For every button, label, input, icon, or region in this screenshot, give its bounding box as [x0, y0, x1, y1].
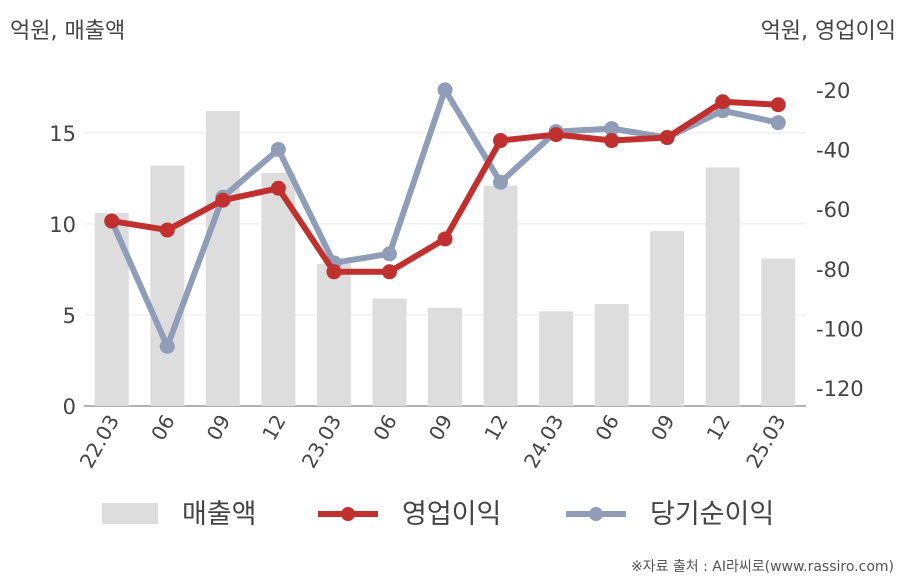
bar	[372, 298, 407, 406]
legend-label-revenue: 매출액	[182, 499, 257, 530]
x-tick-label: 12	[257, 411, 291, 445]
right-axis-label: 억원, 영업이익	[761, 19, 896, 44]
net-income-point	[381, 246, 397, 262]
operating-profit-point	[770, 97, 786, 113]
legend-marker-operating-profit	[341, 507, 355, 521]
operating-profit-point	[326, 264, 342, 280]
left-tick-label: 5	[63, 304, 76, 328]
operating-profit-point	[493, 133, 509, 149]
operating-profit-point	[548, 127, 564, 143]
x-tick-label: 09	[424, 411, 458, 445]
x-tick-label: 23.03	[297, 411, 346, 473]
x-tick-label: 09	[646, 411, 680, 445]
legend-marker-net-income	[589, 507, 603, 521]
left-axis-label: 억원, 매출액	[10, 19, 125, 44]
operating-profit-point	[437, 231, 453, 247]
x-tick-label: 12	[479, 411, 513, 445]
x-tick-label: 06	[146, 411, 180, 445]
x-tick-label: 09	[202, 411, 236, 445]
bar	[539, 311, 574, 406]
right-axis-ticks: -20 -40 -60 -80 -100 -120	[816, 79, 864, 401]
left-axis-ticks: 0 5 10 15	[49, 122, 76, 419]
net-income-point	[770, 115, 786, 131]
x-tick-label: 06	[368, 411, 402, 445]
bar	[761, 258, 796, 406]
x-tick-label: 06	[590, 411, 624, 445]
operating-profit-point	[270, 180, 286, 196]
left-tick-label: 10	[49, 213, 76, 237]
left-tick-label: 0	[63, 395, 76, 419]
right-tick-label: -80	[816, 258, 850, 282]
bar	[428, 307, 462, 406]
operating-profit-point	[381, 264, 397, 280]
x-tick-label: 22.03	[75, 411, 124, 473]
right-tick-label: -60	[816, 198, 850, 222]
bar	[150, 165, 185, 406]
operating-profit-point	[104, 213, 120, 229]
bar	[205, 110, 240, 406]
left-tick-label: 15	[49, 122, 76, 146]
legend: 매출액 영업이익 당기순이익	[102, 499, 774, 530]
x-tick-label: 24.03	[519, 411, 568, 473]
net-income-point	[493, 174, 509, 190]
x-tick-label: 12	[702, 411, 736, 445]
net-income-point	[437, 82, 453, 98]
right-tick-label: -20	[816, 79, 850, 103]
bar	[261, 172, 296, 406]
line-series	[104, 82, 786, 354]
operating-profit-point	[215, 192, 231, 208]
bar	[705, 167, 740, 406]
net-income-point	[270, 141, 286, 157]
legend-label-operating-profit: 영업이익	[402, 499, 501, 530]
net-income-point	[159, 338, 175, 354]
right-tick-label: -120	[816, 377, 864, 401]
net-income-point	[604, 121, 620, 137]
x-tick-label: 25.03	[741, 411, 790, 473]
operating-profit-point	[604, 133, 620, 149]
bar-series-revenue	[94, 110, 796, 406]
legend-label-net-income: 당기순이익	[650, 499, 774, 530]
right-tick-label: -40	[816, 138, 850, 162]
operating-profit-point	[715, 94, 731, 110]
x-axis-ticks: 22.03 06 09 12 23.03 06 09 12 24.03 06 09 12 25.03	[75, 411, 791, 473]
source-note: ※자료 출처 : AI라씨로(www.rassiro.com)	[631, 559, 894, 575]
operating-profit-point	[659, 130, 675, 146]
right-tick-label: -100	[816, 317, 864, 341]
operating-profit-point	[159, 222, 175, 238]
bar	[650, 231, 685, 406]
legend-swatch-revenue	[102, 503, 158, 524]
bar	[316, 263, 351, 406]
bar	[594, 304, 629, 406]
bar	[483, 185, 518, 406]
